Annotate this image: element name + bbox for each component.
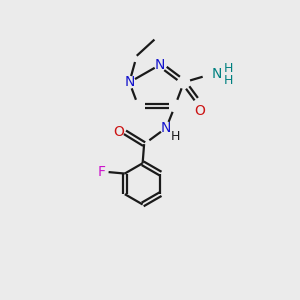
Text: F: F — [98, 165, 106, 179]
Text: N: N — [161, 121, 171, 135]
Text: H: H — [224, 74, 234, 87]
Text: H: H — [171, 130, 180, 143]
Text: O: O — [114, 125, 124, 139]
Text: N: N — [124, 75, 135, 89]
Text: N: N — [155, 58, 166, 72]
Text: H: H — [224, 62, 234, 75]
Text: O: O — [195, 104, 206, 118]
Text: N: N — [212, 67, 222, 81]
